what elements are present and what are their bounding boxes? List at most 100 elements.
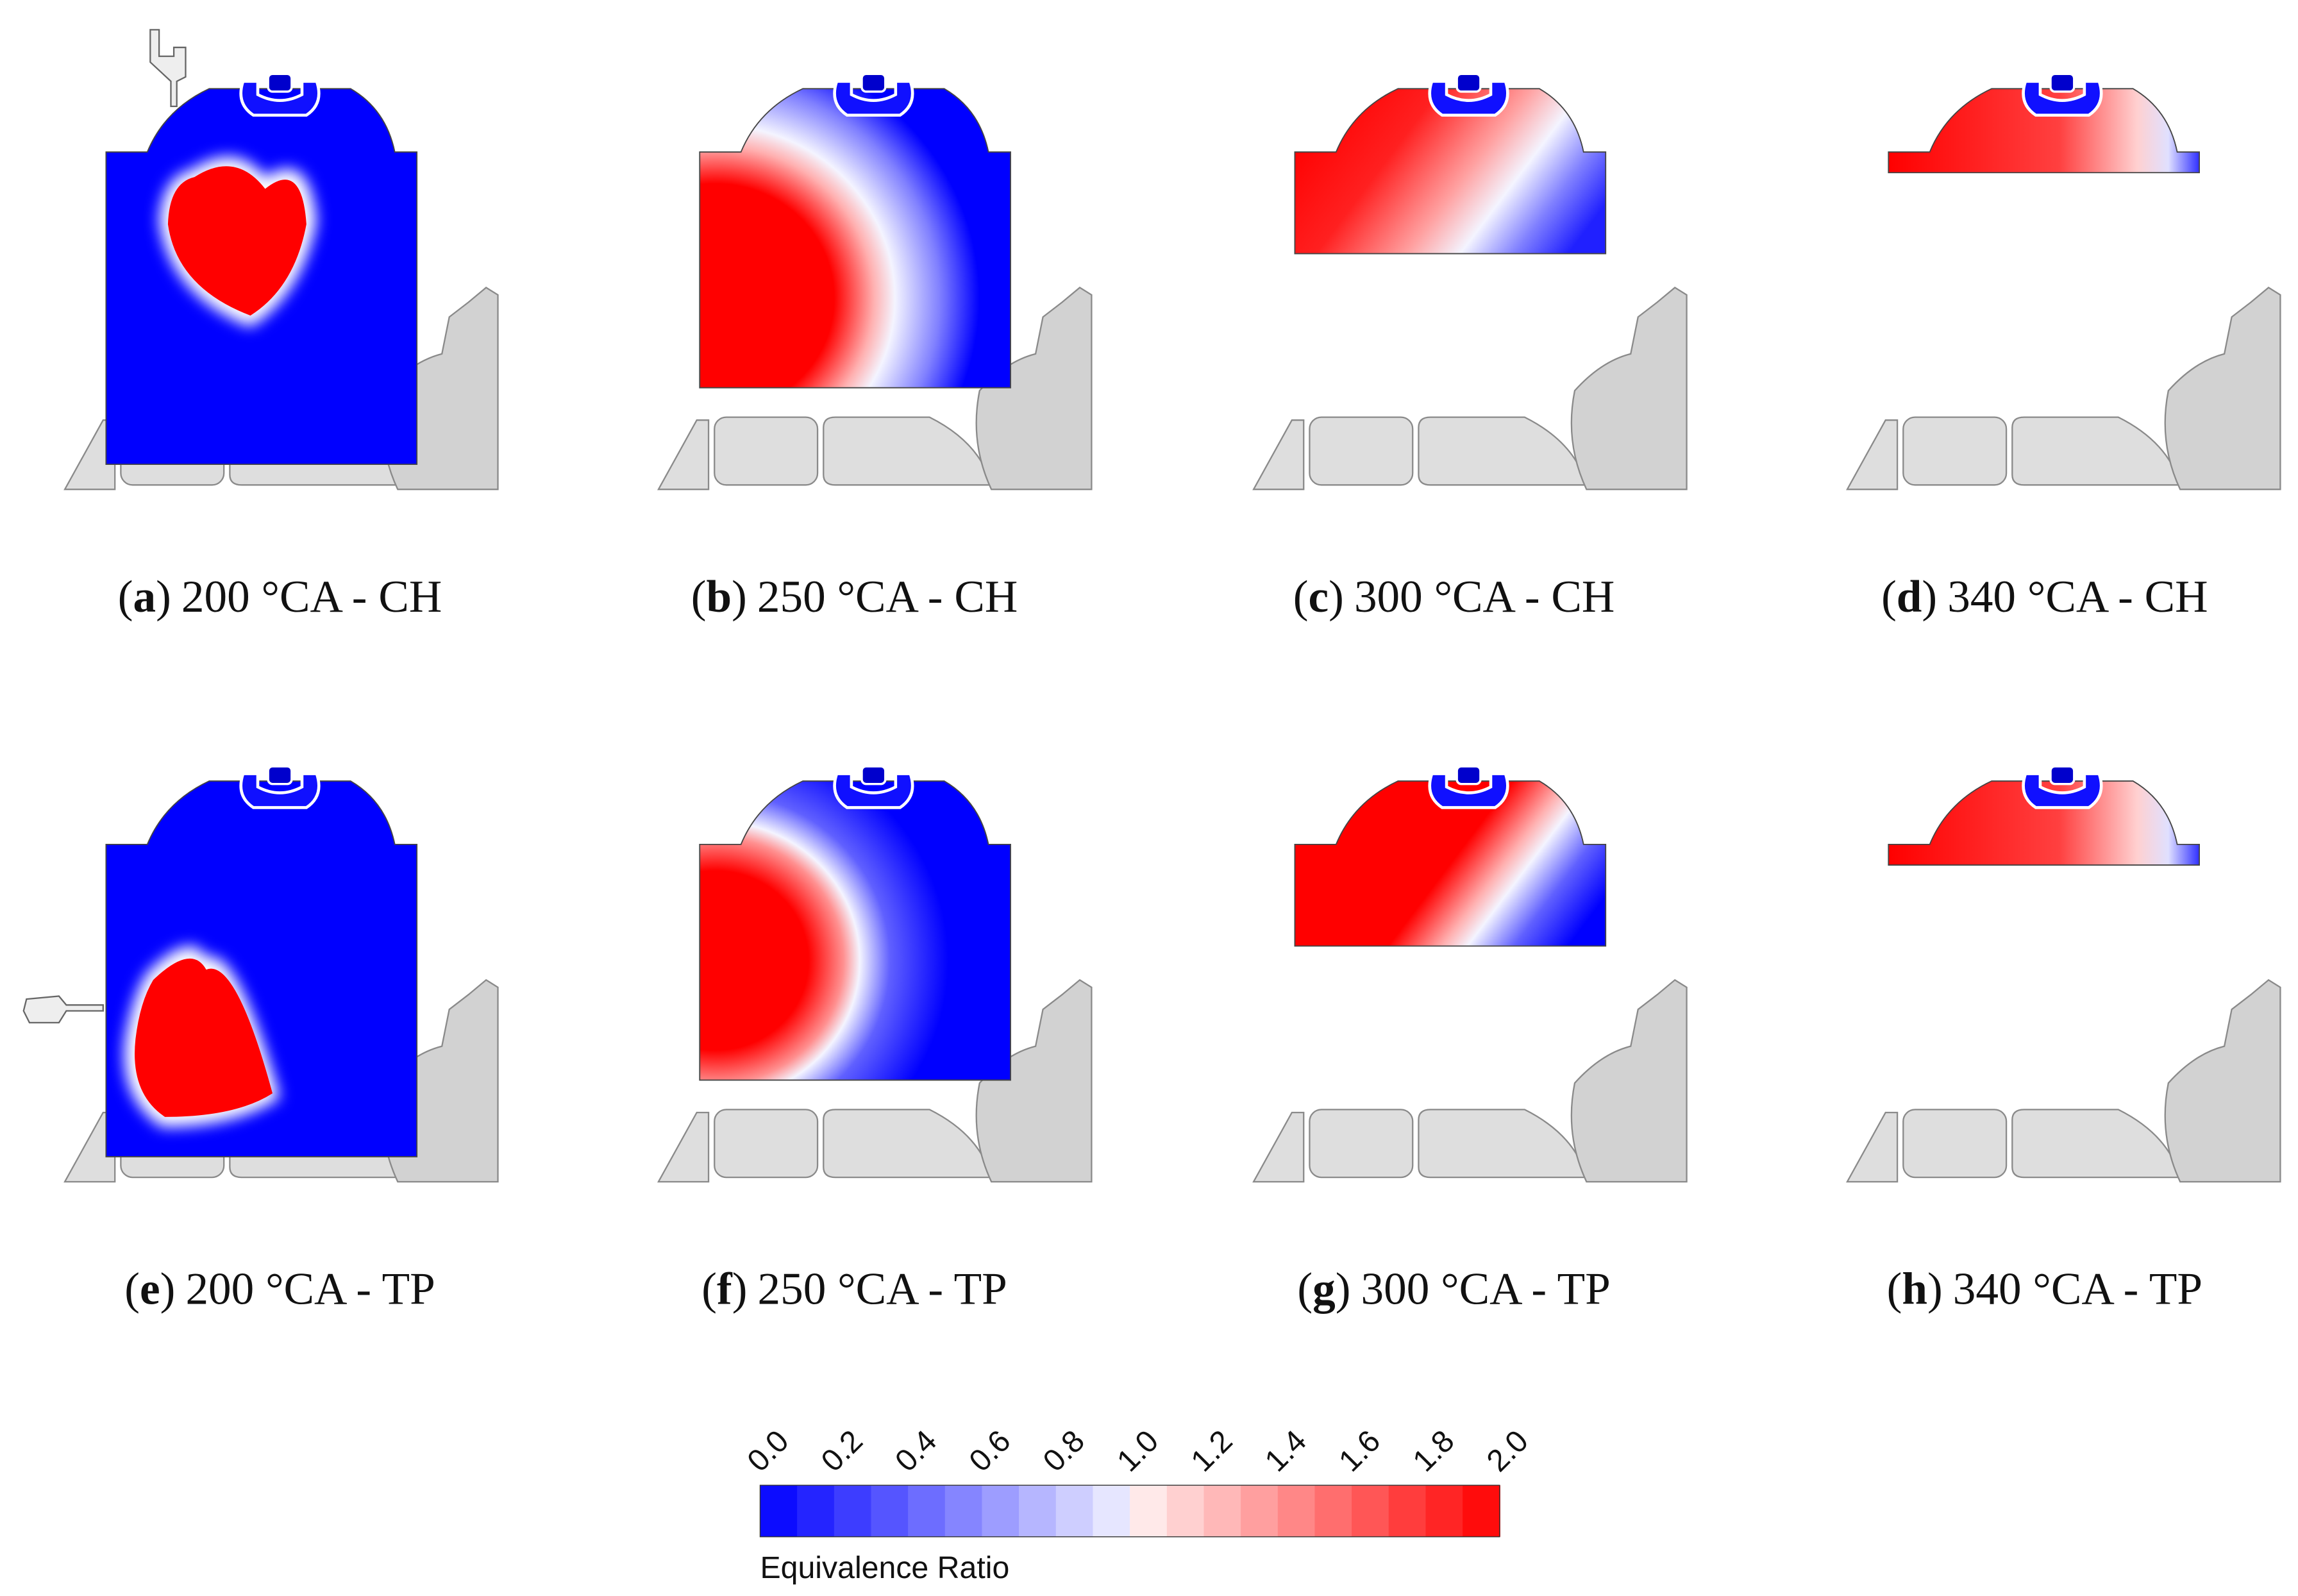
caption-text: ) (1927, 1264, 1943, 1315)
colorbar-tick-label: 1.0 (1111, 1424, 1166, 1479)
colorbar-band (1166, 1485, 1205, 1537)
spray-core (167, 166, 306, 316)
panel-caption: (e) 200 °CA - TP (124, 1264, 435, 1315)
colorbar-band (944, 1485, 983, 1537)
panel (657, 72, 1093, 491)
colorbar-tick-label: 0.6 (962, 1424, 1018, 1479)
colorbar-band (871, 1485, 909, 1537)
colorbar-band (1388, 1485, 1427, 1537)
engine-wall (1846, 1111, 1899, 1183)
valve (2011, 416, 2181, 486)
engine-wall (657, 419, 710, 491)
panel (657, 765, 1093, 1183)
spray-core (135, 958, 273, 1117)
caption-text: ) (732, 1264, 748, 1315)
panel-caption: (a) 200 °CA - CH (118, 572, 442, 622)
spark-plug (1428, 772, 1509, 809)
colorbar-tick-label: 1.4 (1258, 1424, 1313, 1479)
injector (22, 995, 104, 1024)
panel-caption: (f) 250 °CA - TP (701, 1264, 1007, 1315)
colorbar-band (1130, 1485, 1168, 1537)
engine-wall (1846, 419, 1899, 491)
panel-letter: a (133, 572, 156, 622)
colorbar-tick-label: 1.2 (1184, 1424, 1239, 1479)
colorbar-band (1314, 1485, 1353, 1537)
engine-wall (657, 1111, 710, 1183)
panel (1846, 765, 2281, 1183)
colorbar-band (1055, 1485, 1094, 1537)
caption-text: ( (1293, 572, 1309, 622)
colorbar-band (1241, 1485, 1279, 1537)
port (1570, 979, 1688, 1183)
engine-wall (1252, 419, 1305, 491)
spark-plug-tip (1455, 765, 1482, 785)
panel-caption: (c) 300 °CA - CH (1293, 572, 1615, 622)
caption-text: ( (1887, 1264, 1902, 1315)
panel-letter: c (1309, 572, 1329, 622)
colorbar-tick-label: 2.0 (1480, 1424, 1535, 1479)
valve (714, 416, 819, 486)
panel-caption: (g) 300 °CA - TP (1297, 1264, 1610, 1315)
panel-letter: d (1897, 572, 1922, 622)
caption-text: ) (1922, 572, 1937, 622)
panel (63, 29, 499, 491)
combustion-chamber (699, 780, 1011, 1081)
panel-letter: e (140, 1264, 160, 1315)
caption-text: ) (732, 572, 747, 622)
spark-plug-tip (1455, 72, 1482, 93)
colorbar-band (908, 1485, 946, 1537)
caption-text: ( (1297, 1264, 1313, 1315)
colorbar-band (1425, 1485, 1464, 1537)
caption-text: ) (160, 1264, 176, 1315)
colorbar-band (982, 1485, 1020, 1537)
spark-plug-tip (2049, 72, 2076, 93)
valve (1418, 1109, 1588, 1179)
panel-caption: (d) 340 °CA - CH (1881, 572, 2208, 622)
spark-plug (1428, 80, 1509, 117)
colorbar-tick-label: 0.8 (1036, 1424, 1091, 1479)
caption-text: ( (701, 1264, 717, 1315)
caption-text: 300 °CA - TP (1361, 1264, 1610, 1315)
spark-plug (833, 772, 914, 809)
valve (714, 1109, 819, 1179)
panel (1252, 765, 1688, 1183)
caption-text: 200 °CA - CH (181, 572, 442, 622)
spark-plug-tip (860, 72, 887, 93)
colorbar-band (1019, 1485, 1057, 1537)
valve (823, 416, 993, 486)
caption-text: 250 °CA - CH (757, 572, 1018, 622)
caption-text: 250 °CA - TP (757, 1264, 1007, 1315)
colorbar-tick-label: 0.4 (889, 1424, 944, 1479)
combustion-chamber (699, 88, 1011, 389)
injector (149, 29, 187, 108)
panel-letter: g (1313, 1264, 1336, 1315)
valve (2011, 1109, 2181, 1179)
spark-plug-tip (267, 72, 293, 93)
port (2164, 287, 2281, 491)
colorbar-tick-label: 1.8 (1406, 1424, 1461, 1479)
engine-wall (1252, 1111, 1305, 1183)
valve (1902, 416, 2008, 486)
spark-plug-tip (267, 765, 293, 785)
colorbar-band (1277, 1485, 1316, 1537)
colorbar-title: Equivalence Ratio (760, 1550, 1009, 1585)
colorbar-band (1093, 1485, 1131, 1537)
colorbar-tick-label: 1.6 (1332, 1424, 1388, 1479)
colorbar-band (760, 1485, 798, 1537)
colorbar-tick-label: 0.0 (741, 1424, 796, 1479)
colorbar-frame (759, 1484, 1500, 1538)
panel-letter: f (717, 1264, 733, 1315)
colorbar-band (1352, 1485, 1389, 1537)
panel (1252, 72, 1688, 491)
panel (1846, 72, 2281, 491)
caption-text: ) (1329, 572, 1344, 622)
panel (22, 765, 499, 1183)
caption-text: ) (156, 572, 171, 622)
valve (823, 1109, 993, 1179)
caption-text: ( (691, 572, 707, 622)
caption-text: ( (118, 572, 133, 622)
colorbar-band (797, 1485, 835, 1537)
panel-caption: (b) 250 °CA - CH (691, 572, 1018, 622)
colorbar-band (834, 1485, 872, 1537)
